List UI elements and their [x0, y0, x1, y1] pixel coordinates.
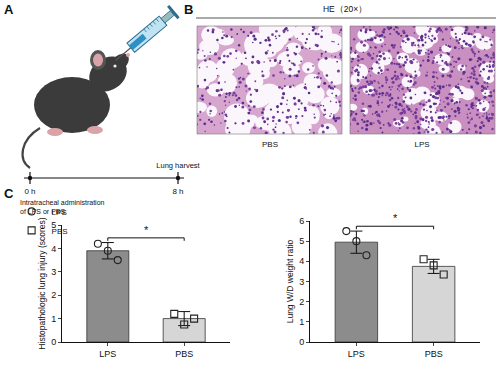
svg-text:3: 3	[299, 277, 304, 287]
svg-text:HE（20×）: HE（20×）	[323, 4, 367, 14]
svg-text:C: C	[4, 186, 14, 201]
svg-text:PBS: PBS	[52, 227, 68, 236]
svg-text:LPS: LPS	[414, 140, 429, 149]
svg-text:0: 0	[299, 337, 304, 347]
svg-text:A: A	[4, 2, 14, 17]
svg-text:4: 4	[299, 256, 304, 266]
svg-text:LPS: LPS	[52, 208, 67, 217]
svg-text:4: 4	[51, 244, 56, 254]
svg-text:1: 1	[299, 317, 304, 327]
svg-text:B: B	[184, 2, 193, 17]
svg-text:3: 3	[51, 267, 56, 277]
svg-text:PBS: PBS	[262, 140, 278, 149]
svg-text:5: 5	[299, 236, 304, 246]
svg-text:PBS: PBS	[175, 349, 193, 359]
svg-text:*: *	[393, 212, 398, 224]
svg-text:Lung harvest: Lung harvest	[156, 161, 200, 170]
svg-text:*: *	[144, 224, 149, 236]
svg-text:LPS: LPS	[348, 349, 365, 359]
svg-text:2: 2	[51, 290, 56, 300]
svg-text:0 h: 0 h	[24, 187, 35, 196]
svg-text:of LPS or PBS: of LPS or PBS	[20, 208, 66, 215]
svg-text:6: 6	[299, 216, 304, 226]
svg-text:1: 1	[51, 314, 56, 324]
svg-text:0: 0	[51, 337, 56, 347]
svg-text:Intratracheal administration: Intratracheal administration	[20, 199, 105, 206]
svg-text:Histopathologic lung injury (s: Histopathologic lung injury (scores)	[37, 217, 47, 349]
svg-text:2: 2	[299, 297, 304, 307]
svg-text:8 h: 8 h	[172, 187, 183, 196]
svg-text:5: 5	[51, 220, 57, 231]
svg-text:PBS: PBS	[425, 349, 443, 359]
svg-text:Lung W/D weight ratio: Lung W/D weight ratio	[285, 239, 295, 323]
svg-text:LPS: LPS	[99, 349, 116, 359]
